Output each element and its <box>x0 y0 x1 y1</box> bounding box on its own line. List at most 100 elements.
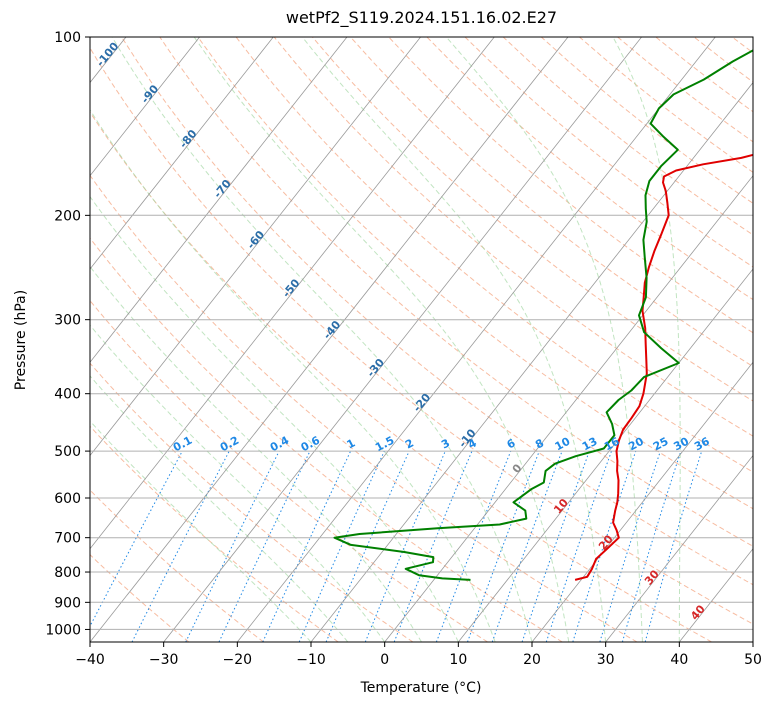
dry-adiabat <box>350 37 753 368</box>
isotherm-line <box>90 37 495 550</box>
mixing-ratio-line <box>572 450 637 642</box>
isotherm-line <box>90 37 200 177</box>
mixing-ratio-label: 8 <box>533 436 546 451</box>
isotherm-label: 0 <box>510 461 525 475</box>
dry-adiabat <box>235 37 753 473</box>
isotherm-label: -20 <box>411 391 434 415</box>
isotherm-line <box>678 548 753 642</box>
y-tick-label: 900 <box>54 595 81 611</box>
mixing-ratio-line <box>491 450 563 642</box>
mixing-ratio-label: 16 <box>602 435 622 454</box>
y-tick-label: 400 <box>54 387 81 403</box>
mixing-ratio-line <box>621 450 682 642</box>
moist-adiabat <box>301 37 607 642</box>
dry-adiabat <box>770 37 775 642</box>
x-tick-label: 50 <box>744 652 762 668</box>
isotherm-label: -50 <box>280 276 303 300</box>
dry-adiabat <box>90 299 488 642</box>
mixing-ratio-line <box>545 450 612 642</box>
isotherm-label: 10 <box>551 496 571 516</box>
x-tick-label: 0 <box>380 652 389 668</box>
x-tick-label: −20 <box>223 652 253 668</box>
y-tick-label: 800 <box>54 565 81 581</box>
chart-title: wetPf2_S119.2024.151.16.02.E27 <box>285 8 558 27</box>
mixing-ratio-label: 25 <box>651 435 671 454</box>
isotherm-line <box>90 37 348 363</box>
moist-adiabat <box>90 375 349 642</box>
y-tick-label: 300 <box>54 313 81 329</box>
isotherm-line <box>531 361 753 642</box>
plot-frame <box>89 36 754 643</box>
mixing-ratio-line <box>298 450 385 642</box>
y-tick-label: 500 <box>54 444 81 460</box>
dry-adiabat <box>312 37 753 402</box>
dry-adiabat <box>121 37 753 586</box>
dry-adiabat <box>90 111 712 642</box>
mixing-ratio-label: 6 <box>505 436 518 451</box>
dry-adiabat <box>426 37 753 301</box>
y-tick-label: 200 <box>54 208 81 224</box>
moist-adiabat <box>90 420 312 642</box>
dry-adiabat <box>540 37 753 204</box>
dry-adiabat <box>90 47 753 625</box>
mixing-ratio-line <box>435 450 512 642</box>
mixing-ratio-line <box>90 450 183 628</box>
isotherm-line <box>384 175 753 642</box>
dry-adiabat <box>693 37 753 83</box>
isotherm-label: -30 <box>364 356 387 380</box>
mixing-ratio-label: 36 <box>692 435 712 454</box>
mixing-ratio-label: 30 <box>671 435 691 454</box>
moist-adiabat <box>90 324 386 642</box>
mixing-ratio-line <box>131 450 230 642</box>
mixing-ratio-label: 10 <box>553 435 573 454</box>
dry-adiabat <box>90 237 563 642</box>
isotherm-line <box>90 37 274 270</box>
dry-adiabat <box>90 362 414 642</box>
dry-adiabat <box>655 37 753 113</box>
dewpoint-line <box>333 49 753 581</box>
moist-adiabat <box>90 109 496 642</box>
isotherm-label: 40 <box>688 602 708 622</box>
moist-adiabat <box>445 37 643 642</box>
dry-adiabat <box>90 174 638 642</box>
x-tick-label: 30 <box>597 652 615 668</box>
isotherm-label: -60 <box>244 228 267 252</box>
x-tick-label: 20 <box>523 652 541 668</box>
isotherm-label: -40 <box>321 318 344 342</box>
mixing-ratio-line <box>185 450 280 642</box>
mixing-ratio-label: 1 <box>345 436 358 451</box>
isotherm-line <box>90 37 569 642</box>
dry-adiabat <box>731 37 753 54</box>
x-axis-label: Temperature (°C) <box>360 680 482 696</box>
mixing-ratio-line <box>599 450 661 642</box>
dry-adiabat <box>197 37 753 510</box>
mixing-ratio-label: 13 <box>580 435 600 454</box>
temperature-line <box>574 153 753 581</box>
x-tick-label: 40 <box>670 652 688 668</box>
mixing-ratio-line <box>325 450 410 642</box>
y-axis-label: Pressure (hPa) <box>13 290 29 390</box>
moist-adiabat <box>193 37 570 642</box>
x-tick-label: 10 <box>449 652 467 668</box>
dry-adiabat <box>159 37 753 547</box>
isotherm-line <box>90 37 421 457</box>
mixing-ratio-line <box>467 450 540 642</box>
dry-adiabat <box>90 554 190 642</box>
isotherm-line <box>236 37 716 642</box>
mixing-ratio-line <box>521 450 590 642</box>
y-tick-label: 100 <box>54 30 81 46</box>
y-tick-label: 600 <box>54 491 81 507</box>
isotherm-label: -70 <box>211 177 234 201</box>
y-tick-label: 1000 <box>45 622 81 638</box>
y-tick-label: 700 <box>54 531 81 547</box>
dry-adiabat <box>90 425 339 642</box>
moist-adiabat <box>612 37 681 642</box>
isotherm-line <box>163 37 642 642</box>
x-tick-label: −10 <box>296 652 326 668</box>
isotherm-line <box>752 641 753 642</box>
mixing-ratio-line <box>262 450 352 642</box>
dry-adiabat <box>273 37 753 437</box>
moist-adiabat <box>111 37 533 642</box>
x-tick-label: −40 <box>75 652 105 668</box>
